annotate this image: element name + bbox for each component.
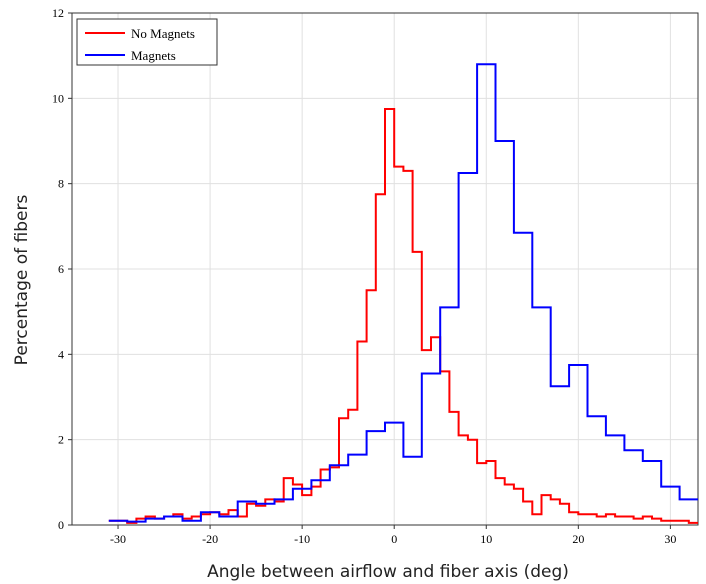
series-line-magnets [108, 63, 698, 523]
x-tick-label: -10 [294, 532, 310, 546]
legend-label-magnets: Magnets [131, 48, 176, 63]
x-tick-label: 10 [480, 532, 492, 546]
x-tick-label: -20 [202, 532, 218, 546]
y-tick-label: 4 [58, 347, 64, 361]
x-tick-label: 20 [572, 532, 584, 546]
y-tick-label: 6 [58, 262, 64, 276]
y-tick-label: 8 [58, 177, 64, 191]
y-tick-label: 10 [52, 91, 64, 105]
legend-label-no-magnets: No Magnets [131, 26, 195, 41]
legend-box [76, 18, 218, 66]
y-tick-label: 2 [58, 433, 64, 447]
x-tick-label: 30 [664, 532, 676, 546]
x-tick-label: -30 [110, 532, 126, 546]
x-axis-title: Angle between airflow and fiber axis (de… [207, 562, 569, 582]
legend: No Magnets Magnets [76, 18, 218, 66]
y-axis-title: Percentage of fibers [12, 195, 32, 366]
y-tick-label: 12 [52, 6, 64, 20]
series-layer [108, 63, 698, 524]
y-tick-label: 0 [58, 518, 64, 532]
tick-labels: -30 -20 -10 0 10 20 30 0 2 4 6 8 10 12 [52, 6, 676, 546]
series-line-no-magnets [108, 108, 698, 524]
grid [72, 12, 698, 526]
x-tick-label: 0 [391, 532, 397, 546]
